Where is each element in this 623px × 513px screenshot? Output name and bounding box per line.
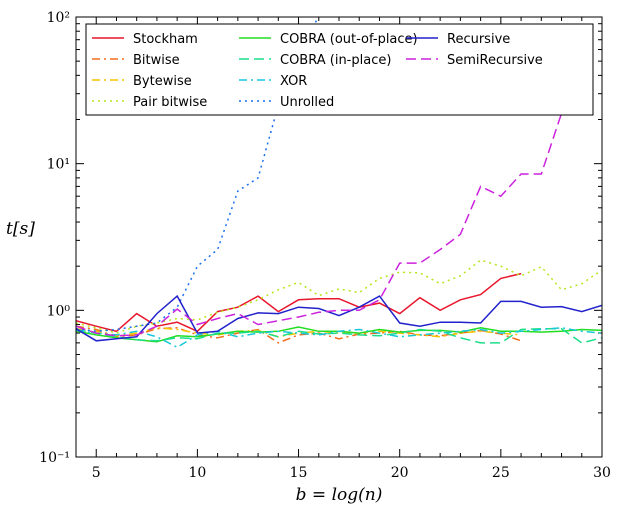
- series-line-semirecursive: [76, 113, 563, 337]
- legend-label: Recursive: [447, 32, 510, 47]
- y-tick-label: 10²: [47, 10, 70, 26]
- x-tick-label: 20: [391, 465, 409, 481]
- x-tick-label: 5: [92, 465, 101, 481]
- series-layer: [76, 17, 602, 349]
- series-line-pair-bitwise: [76, 259, 602, 334]
- y-tick-label: 10⁻¹: [39, 450, 70, 466]
- plot-frame: [75, 16, 603, 458]
- legend-label: COBRA (in-place): [280, 53, 391, 68]
- y-tick-label: 10⁰: [47, 303, 71, 319]
- x-tick-label: 15: [290, 465, 308, 481]
- y-axis-label: t[s]: [6, 219, 35, 239]
- series-line-bitwise: [76, 325, 522, 344]
- series-line-recursive: [76, 294, 602, 342]
- legend-label: Bytewise: [133, 74, 192, 89]
- legend-label: Stockham: [133, 32, 198, 47]
- x-tick-label: 25: [492, 465, 510, 481]
- legend-label: Bitwise: [133, 53, 180, 68]
- x-tick-label: 10: [188, 465, 206, 481]
- legend-label: SemiRecursive: [447, 53, 543, 68]
- x-tick-label: 30: [593, 465, 611, 481]
- legend-label: XOR: [280, 74, 307, 89]
- legend: Stockham Bitwise Bytewise Pair bitwise COBRA…: [85, 23, 594, 116]
- series-line-xor: [76, 327, 602, 349]
- legend-label: COBRA (out-of-place): [280, 32, 418, 47]
- tick-labels: 5 10 15 20 25 30 10⁻¹ 10⁰ 10¹ 10²: [39, 10, 611, 481]
- legend-label: Pair bitwise: [133, 95, 207, 110]
- x-axis-label: b = log(n): [296, 485, 383, 505]
- y-tick-label: 10¹: [47, 157, 70, 173]
- legend-label: Unrolled: [280, 95, 334, 110]
- legend-box: [85, 23, 594, 116]
